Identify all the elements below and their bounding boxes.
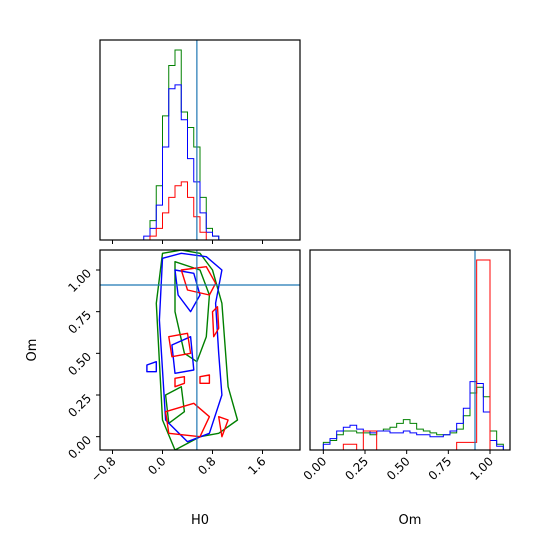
om-hist-xtick-label-1: 0.25 [342, 454, 371, 483]
contour-series-0-level-2 [164, 386, 186, 424]
contour-series-0-level-0 [155, 250, 239, 450]
contour-xtick-label-1: 0.0 [145, 454, 168, 477]
h0-hist-series-0 [143, 49, 238, 241]
h0-hist-frame [99, 39, 301, 241]
om-histogram-panel: 0.00 0.25 0.50 0.75 1.00 Om [301, 249, 511, 528]
h0-axis-label: H0 [191, 513, 209, 528]
contour-series-1-level-0 [158, 252, 223, 443]
om-axis-label-bottom: Om [399, 513, 422, 528]
contour-lines [146, 250, 239, 450]
contour-series-2-level-4 [211, 306, 220, 338]
om-hist-series-2 [323, 259, 504, 451]
contour-frame [99, 249, 301, 451]
om-hist-frame [309, 249, 511, 451]
om-hist-xtick-label-4: 1.00 [467, 454, 496, 483]
contour-xtick-label-3: 1.6 [245, 454, 268, 477]
om-axis-label-left: Om [25, 339, 40, 362]
contour-series-1-level-1 [174, 269, 201, 313]
contour-ytick-label-0: 0.00 [65, 433, 94, 462]
h0-hist-series-1 [143, 84, 238, 241]
om-hist-xtick-label-3: 0.75 [426, 454, 455, 483]
contour-series-1-level-2 [171, 336, 195, 374]
contour-series-2-level-6 [217, 416, 229, 438]
contour-series-2-level-3 [199, 374, 211, 384]
contour-series-2-level-0 [180, 266, 217, 296]
h0-hist-series-2 [143, 181, 238, 241]
om-hist-xtick-label-2: 0.50 [384, 454, 413, 483]
contour-series-2-level-1 [168, 332, 192, 358]
h0-om-contour-panel: −0.8 0.0 0.8 1.6 0.00 0.25 0.50 0.75 1.00 H0 Om [25, 249, 301, 528]
contour-xtick-label-2: 0.8 [195, 454, 218, 477]
contour-ytick-label-1: 0.25 [65, 391, 94, 420]
om-hist-xtick-label-0: 0.00 [301, 454, 330, 483]
contour-series-2-level-2 [174, 376, 186, 388]
contour-ytick-label-3: 0.75 [65, 308, 94, 337]
h0-histogram-panel [99, 39, 301, 244]
contour-series-2-level-5 [164, 402, 211, 438]
contour-xtick-label-0: −0.8 [88, 454, 119, 485]
contour-series-1-level-3 [146, 361, 158, 373]
contour-series-0-level-1 [174, 261, 211, 363]
contour-ytick-label-4: 1.00 [65, 266, 94, 295]
contour-ytick-label-2: 0.50 [65, 350, 94, 379]
